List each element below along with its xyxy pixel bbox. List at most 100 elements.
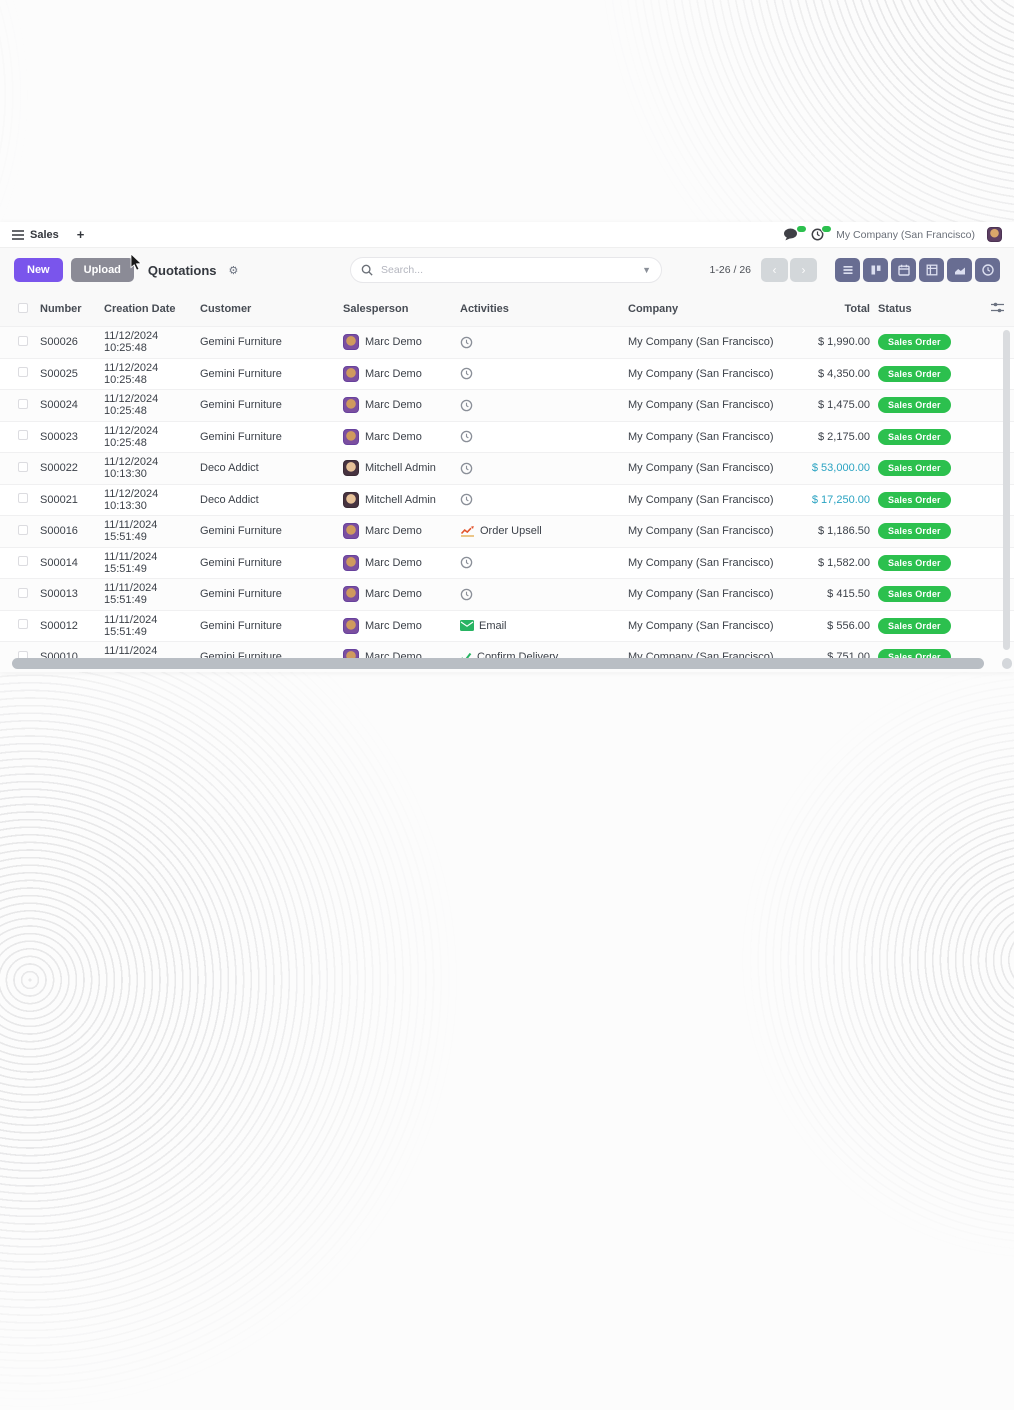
salesperson-avatar: [343, 460, 359, 477]
table-row[interactable]: S00013 11/11/2024 15:51:49 Gemini Furnit…: [0, 578, 1014, 610]
table-row[interactable]: S00025 11/12/2024 10:25:48 Gemini Furnit…: [0, 357, 1014, 389]
row-creation-date: 11/12/2024 10:25:48: [104, 361, 159, 386]
activity-cell[interactable]: Email: [460, 620, 628, 632]
search-bar[interactable]: ▼: [350, 257, 662, 283]
activity-cell[interactable]: [460, 556, 628, 569]
clock-activity-icon: [460, 367, 473, 380]
status-badge: Sales Order: [878, 428, 951, 445]
graph-view-icon: [954, 267, 965, 275]
row-customer: Gemini Furniture: [200, 367, 282, 380]
activities-button[interactable]: [811, 225, 833, 241]
vertical-scrollbar[interactable]: [1003, 330, 1010, 650]
activity-cell[interactable]: [460, 399, 628, 412]
company-switcher[interactable]: My Company (San Francisco): [836, 228, 975, 241]
activity-cell[interactable]: [460, 462, 628, 475]
row-salesperson: Marc Demo: [365, 588, 422, 601]
activity-cell[interactable]: Order Upsell: [460, 525, 628, 537]
decor-rings-bottom-right: [740, 660, 1014, 1260]
total-cell: $ 556.00: [827, 619, 870, 632]
row-salesperson: Mitchell Admin: [365, 493, 436, 506]
row-customer: Gemini Furniture: [200, 619, 282, 632]
row-checkbox[interactable]: [18, 461, 28, 472]
clock-activity-icon: [460, 399, 473, 412]
new-tab-button[interactable]: +: [76, 227, 85, 242]
row-checkbox[interactable]: [18, 619, 28, 630]
upload-button[interactable]: Upload: [70, 258, 134, 282]
select-all-checkbox[interactable]: [18, 302, 28, 313]
messages-button[interactable]: [783, 225, 808, 241]
row-checkbox[interactable]: [18, 335, 28, 346]
activity-cell[interactable]: [460, 493, 628, 506]
column-header-status[interactable]: Status: [878, 303, 912, 315]
table-row[interactable]: S00021 11/12/2024 10:13:30 Deco Addict M…: [0, 483, 1014, 515]
total-cell: $ 415.50: [827, 588, 870, 601]
horizontal-scrollbar[interactable]: [12, 658, 984, 669]
row-number: S00016: [40, 525, 78, 538]
row-checkbox[interactable]: [18, 524, 28, 535]
user-avatar[interactable]: [987, 227, 1002, 242]
table-row[interactable]: S00024 11/12/2024 10:25:48 Gemini Furnit…: [0, 389, 1014, 421]
column-header-creation-date[interactable]: Creation Date: [104, 303, 176, 315]
activity-cell[interactable]: [460, 367, 628, 380]
row-salesperson: Marc Demo: [365, 336, 422, 349]
apps-menu-button[interactable]: Sales: [12, 229, 59, 241]
column-header-number[interactable]: Number: [40, 303, 82, 315]
total-cell: $ 1,990.00: [818, 336, 870, 349]
row-company: My Company (San Francisco): [628, 493, 774, 506]
row-checkbox[interactable]: [18, 430, 28, 441]
column-header-activities[interactable]: Activities: [460, 303, 509, 315]
table-row[interactable]: S00012 11/11/2024 15:51:49 Gemini Furnit…: [0, 609, 1014, 641]
search-input[interactable]: [381, 264, 635, 276]
view-switch-calendar[interactable]: [891, 258, 916, 282]
row-creation-date: 11/12/2024 10:25:48: [104, 330, 159, 355]
pager-range: 1-26 / 26: [709, 264, 751, 276]
view-switch-graph[interactable]: [947, 258, 972, 282]
table-row[interactable]: S00022 11/12/2024 10:13:30 Deco Addict M…: [0, 452, 1014, 484]
activity-cell[interactable]: [460, 430, 628, 443]
view-switch-kanban[interactable]: [863, 258, 888, 282]
email-activity-icon: [460, 620, 474, 632]
column-header-total[interactable]: Total: [844, 303, 870, 315]
clock-activity-icon: [460, 556, 473, 569]
column-header-company[interactable]: Company: [628, 303, 679, 315]
row-checkbox[interactable]: [18, 367, 28, 378]
view-switch-pivot[interactable]: [919, 258, 944, 282]
column-header-salesperson[interactable]: Salesperson: [343, 303, 409, 315]
row-customer: Deco Addict: [200, 462, 259, 475]
table-row[interactable]: S00016 11/11/2024 15:51:49 Gemini Furnit…: [0, 515, 1014, 547]
row-company: My Company (San Francisco): [628, 588, 774, 601]
row-checkbox[interactable]: [18, 587, 28, 598]
salesperson-avatar: [343, 365, 359, 382]
row-company: My Company (San Francisco): [628, 619, 774, 632]
table-row[interactable]: S00026 11/12/2024 10:25:48 Gemini Furnit…: [0, 326, 1014, 358]
row-checkbox[interactable]: [18, 398, 28, 409]
table-row[interactable]: S00014 11/11/2024 15:51:49 Gemini Furnit…: [0, 546, 1014, 578]
row-checkbox[interactable]: [18, 556, 28, 567]
row-number: S00026: [40, 336, 78, 349]
new-button[interactable]: New: [14, 258, 63, 282]
view-switch-activity[interactable]: [975, 258, 1000, 282]
clock-activity-icon: [460, 430, 473, 443]
pager-next-button[interactable]: ›: [790, 258, 817, 282]
row-number: S00024: [40, 399, 78, 412]
status-badge: Sales Order: [878, 365, 951, 382]
calendar-view-icon: [897, 264, 910, 276]
favorites-gear-icon[interactable]: ⚙: [228, 264, 239, 277]
row-number: S00021: [40, 493, 78, 506]
row-salesperson: Marc Demo: [365, 430, 422, 443]
row-company: My Company (San Francisco): [628, 367, 774, 380]
column-header-customer[interactable]: Customer: [200, 303, 252, 315]
row-number: S00025: [40, 367, 78, 380]
activity-cell[interactable]: [460, 588, 628, 601]
salesperson-avatar: [343, 523, 359, 540]
row-company: My Company (San Francisco): [628, 525, 774, 538]
app-menu-label: Sales: [30, 228, 59, 241]
total-cell: $ 4,350.00: [818, 367, 870, 380]
table-row[interactable]: S00023 11/12/2024 10:25:48 Gemini Furnit…: [0, 420, 1014, 452]
optional-columns-icon[interactable]: [991, 302, 1014, 316]
view-switch-list[interactable]: [835, 258, 860, 282]
activity-cell[interactable]: [460, 336, 628, 349]
pager-previous-button[interactable]: ‹: [761, 258, 788, 282]
row-checkbox[interactable]: [18, 493, 28, 504]
search-dropdown-caret-icon[interactable]: ▼: [642, 265, 651, 275]
